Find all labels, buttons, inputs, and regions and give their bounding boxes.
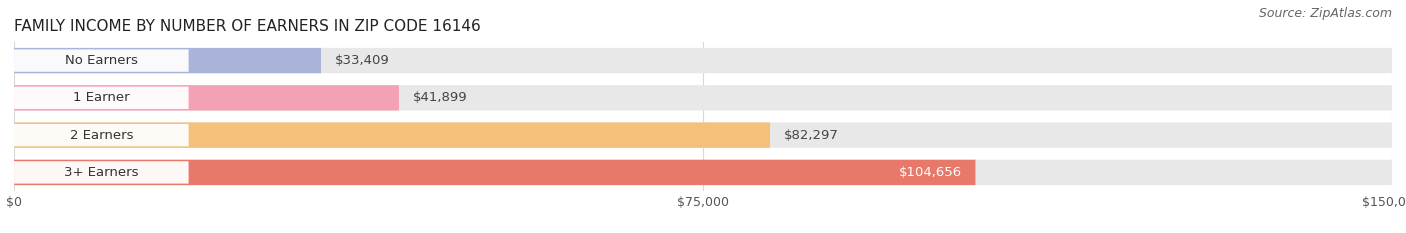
Text: 2 Earners: 2 Earners — [69, 129, 134, 142]
FancyBboxPatch shape — [14, 123, 1392, 148]
Text: 3+ Earners: 3+ Earners — [65, 166, 139, 179]
Text: 1 Earner: 1 Earner — [73, 91, 129, 104]
FancyBboxPatch shape — [14, 87, 188, 109]
Text: $104,656: $104,656 — [898, 166, 962, 179]
Text: $41,899: $41,899 — [413, 91, 467, 104]
FancyBboxPatch shape — [14, 49, 188, 72]
FancyBboxPatch shape — [14, 48, 1392, 73]
FancyBboxPatch shape — [14, 85, 1392, 110]
FancyBboxPatch shape — [14, 85, 399, 110]
Text: Source: ZipAtlas.com: Source: ZipAtlas.com — [1258, 7, 1392, 20]
FancyBboxPatch shape — [14, 161, 188, 184]
Text: No Earners: No Earners — [65, 54, 138, 67]
FancyBboxPatch shape — [14, 48, 321, 73]
FancyBboxPatch shape — [14, 160, 1392, 185]
Text: FAMILY INCOME BY NUMBER OF EARNERS IN ZIP CODE 16146: FAMILY INCOME BY NUMBER OF EARNERS IN ZI… — [14, 19, 481, 34]
FancyBboxPatch shape — [14, 160, 976, 185]
FancyBboxPatch shape — [14, 124, 188, 146]
Text: $33,409: $33,409 — [335, 54, 389, 67]
FancyBboxPatch shape — [14, 123, 770, 148]
Text: $82,297: $82,297 — [783, 129, 839, 142]
